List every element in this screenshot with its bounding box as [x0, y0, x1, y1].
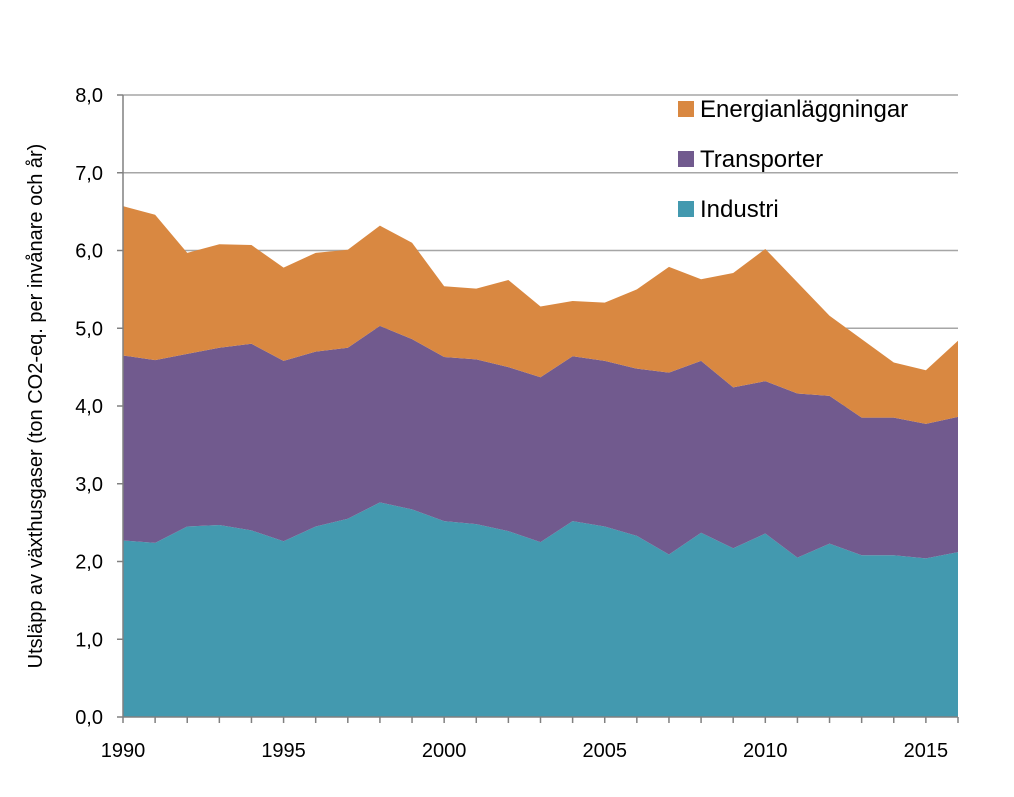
legend-swatch [678, 201, 694, 217]
y-tick-label: 7,0 [75, 163, 103, 185]
y-tick-labels: 0,0 1,0 2,0 3,0 4,0 5,0 6,0 7,0 8,0 [75, 85, 103, 729]
legend-label: Energianläggningar [700, 96, 908, 123]
area-transporter [123, 325, 958, 559]
area-energianläggningar [123, 206, 958, 424]
axes [117, 94, 959, 723]
legend: Energianläggningar Transporter Industri [678, 96, 908, 223]
legend-swatch [678, 101, 694, 117]
y-tick-label: 0,0 [75, 707, 103, 729]
y-tick-label: 6,0 [75, 241, 103, 263]
y-tick-label: 4,0 [75, 396, 103, 418]
x-tick-label: 2015 [904, 740, 949, 762]
y-tick-label: 8,0 [75, 85, 103, 107]
legend-label: Transporter [700, 146, 823, 173]
y-axis-label: Utsläpp av växthusgaser (ton CO2-eq. per… [25, 144, 47, 669]
x-tick-label: 2005 [582, 740, 627, 762]
y-tick-label: 5,0 [75, 318, 103, 340]
y-tick-label: 3,0 [75, 474, 103, 496]
y-tick-label: 2,0 [75, 552, 103, 574]
legend-label: Industri [700, 196, 779, 223]
x-tick-label: 1995 [261, 740, 306, 762]
x-tick-label: 2000 [422, 740, 467, 762]
area-industri [123, 502, 958, 717]
y-tick-label: 1,0 [75, 629, 103, 651]
x-tick-label: 2010 [743, 740, 788, 762]
legend-swatch [678, 151, 694, 167]
x-tick-labels: 1990 1995 2000 2005 2010 2015 [101, 740, 948, 762]
x-tick-label: 1990 [101, 740, 146, 762]
series-areas [123, 206, 958, 717]
